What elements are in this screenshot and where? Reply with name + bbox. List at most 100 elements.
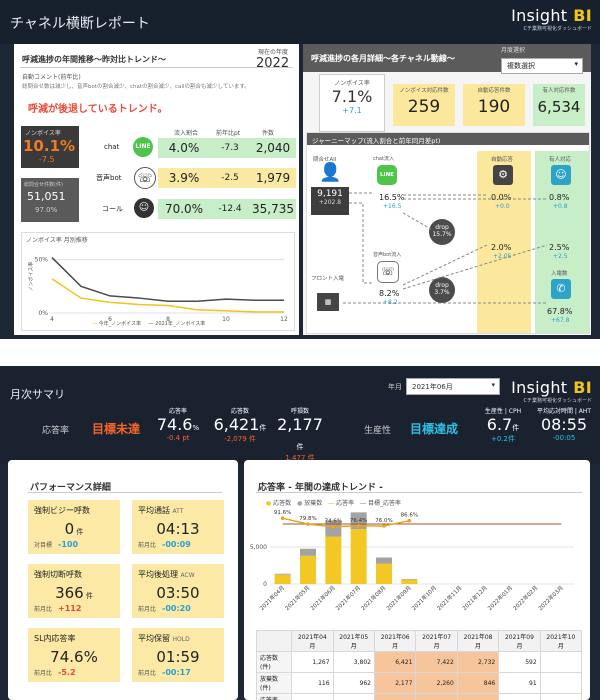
bot-share-value: 8.2%: [379, 289, 400, 298]
kpi-unit: 件: [259, 424, 267, 432]
manned-call-delta: +67.8: [551, 317, 570, 324]
table-cell: [539, 651, 583, 673]
perf-card: 平均通話 ATT 04:13 前月比 -00:09: [132, 500, 224, 554]
manned-bot-delta: +2.5: [553, 253, 568, 260]
kpi-unit: 件: [512, 424, 520, 432]
x-tick-label: 2021年12月: [460, 584, 488, 612]
rate-label: 74.6%: [325, 519, 342, 525]
trend-legend: ― 今年_ノンボイス率 ― 2021年_ノンボイス率: [92, 321, 206, 327]
kpi-label: 有人対応件数: [542, 88, 576, 94]
manned-bot-value: 2.5%: [549, 243, 570, 252]
bar-answered: [274, 574, 291, 584]
logo-subtitle: Cチ業務可視化ダッシュボード: [523, 26, 593, 32]
table-cell: [539, 693, 583, 700]
kpi-manned-count: 有人対応件数 6,534: [533, 84, 585, 126]
kpi-value: 6,534: [537, 98, 581, 116]
front-call-label: フロント入電: [311, 276, 345, 282]
chat-share: 4.0%: [158, 138, 210, 158]
x-tick-label: 2021年06月: [308, 584, 336, 612]
trend-title: ノンボイス率 月別推移: [26, 237, 88, 244]
kpi-unit: 件: [296, 443, 304, 451]
nonvoice-trend-chart: ノンボイス率 月別推移 ノンボイス率 0% 50% 4 6 8 10 12 ― 今年_ノンボ…: [21, 232, 295, 331]
perf-card-unit: 件: [83, 592, 93, 600]
bar-abandoned: [300, 548, 316, 556]
drop-bot: drop 3.7%: [429, 277, 455, 303]
perf-card-compare: 前月比 -00:17: [138, 668, 191, 677]
table-cell: 962: [332, 672, 375, 694]
journey-arrows: [343, 192, 548, 304]
insight-bi-logo: Insight BI Cチ業務可視化ダッシュボード: [511, 378, 592, 404]
voicebot-count: 1,979: [250, 168, 296, 188]
table-cell: 592: [498, 651, 541, 673]
perf-card-compare: 前月比 +112: [34, 604, 82, 613]
perf-card-title: 強制ビジー呼数: [34, 506, 90, 515]
kpi-title: 応答率: [168, 408, 187, 415]
month-select[interactable]: 複数選択 ▾: [501, 58, 583, 74]
chat-count: 2,040: [250, 138, 296, 158]
bar-abandoned: [401, 578, 418, 580]
table-cell: 116: [291, 672, 334, 694]
x-tick-label: 4: [50, 316, 54, 321]
panel-title: 呼減進捗の年間推移〜昨対比トレンド〜: [22, 55, 166, 64]
perf-card-compare-value: -00:20: [162, 604, 191, 613]
table-cell: 1,267: [291, 651, 334, 673]
total-ratio: 97.0%: [35, 206, 58, 214]
row-label: 応答率(%): [255, 693, 293, 700]
insight-bi-logo: Insight BI Cチ業務可視化ダッシュボード: [511, 6, 592, 32]
logo-accent: BI: [573, 6, 592, 25]
table-header: 2021年06月: [373, 630, 417, 652]
perf-card-compare-value: -00:17: [162, 668, 191, 677]
bar-abandoned: [350, 512, 367, 530]
bar-answered: [401, 579, 418, 584]
robot-icon: ⚙: [493, 165, 513, 185]
monthly-summary-screen: 月次サマリ 年月 2021年06月 ▾ Insight BI Cチ業務可視化ダッ…: [0, 366, 600, 700]
comment-text: 総問合せ数は減少し、音声botの割合減少、chatの割合減少、callの割合も減…: [22, 84, 250, 90]
chat-yoy: -7.3: [210, 138, 250, 158]
drop-label: drop: [435, 282, 449, 289]
line-chat-icon: LINE: [377, 165, 397, 185]
perf-card: 平均保留 HOLD 01:59 前月比 -00:17: [132, 628, 224, 682]
kpi-auto-count: 自動応答件数 190: [463, 84, 525, 126]
kpi-value: 7.1%: [331, 87, 373, 106]
auto-chat-value: 0.0%: [491, 193, 512, 202]
table-cell: 2,732: [456, 651, 500, 673]
x-tick-label: 2022年01月: [486, 584, 514, 612]
col-header-count: 件数: [262, 130, 275, 137]
bot-inflow-label: 音声bot流入: [373, 252, 402, 258]
chat-inflow-label: chat流入: [373, 156, 394, 162]
table-corner: [255, 630, 293, 652]
total-value: 51,051: [27, 190, 66, 203]
x-tick-label: 2021年10月: [410, 584, 438, 612]
rate-label: 91.6%: [274, 510, 291, 516]
chevron-down-icon: ▾: [491, 381, 495, 389]
table-header: 2021年09月: [498, 630, 541, 652]
report-title: チャネル横断レポート: [10, 16, 150, 32]
perf-card-compare: 対目標 -100: [34, 540, 79, 549]
kpi-delta: -2,079 件: [224, 435, 256, 443]
kpi-delta: -00:05: [552, 434, 576, 442]
table-header: 2021年07月: [415, 630, 458, 652]
voicebot-share: 3.9%: [158, 168, 210, 188]
rate-trend-chart: 05,0002021年04月2021年05月2021年06月2021年07月20…: [250, 510, 574, 612]
chat-share-delta: +16.5: [383, 203, 402, 210]
col-header-share: 流入割合: [174, 130, 199, 137]
report-header: チャネル横断レポート Insight BI Cチ業務可視化ダッシュボード: [0, 0, 600, 44]
table-row: 応答率(%)91.6%79.8%74.6%76.4%76.0%86.6%: [255, 693, 583, 700]
summary-header: 月次サマリ 年月 2021年06月 ▾ Insight BI Cチ業務可視化ダッ…: [0, 366, 600, 464]
x-tick-label: 2021年04月: [258, 584, 286, 612]
operator-icon: ☺: [134, 198, 154, 218]
month-select[interactable]: 2021年06月 ▾: [406, 378, 500, 395]
y-tick-label: 0%: [38, 310, 48, 317]
x-tick-label: 12: [280, 316, 288, 321]
table-header: 2021年08月: [456, 630, 500, 652]
kpi-delta: +7.1: [342, 106, 362, 115]
rate-label: 76.0%: [375, 518, 392, 524]
annual-trend-panel: 呼減進捗の年間推移〜昨対比トレンド〜 現在の年度 2022 自動コメント(前年比…: [14, 44, 299, 335]
channel-report-screen: チャネル横断レポート Insight BI Cチ業務可視化ダッシュボード 呼減進…: [0, 0, 600, 339]
rate-point: [280, 516, 285, 520]
kpi-delta: -0.4 pt: [166, 434, 190, 442]
legend-answered: 応答数: [273, 500, 292, 507]
channel-row-chat: chat LINE 4.0% -7.3 2,040: [86, 136, 296, 160]
journey-map: ジャーニーマップ(流入割合と前年同月差pt) 問合せAll 👤 9,191 +2…: [306, 132, 590, 334]
legend-previous: 2021年_ノンボイス率: [155, 321, 206, 327]
